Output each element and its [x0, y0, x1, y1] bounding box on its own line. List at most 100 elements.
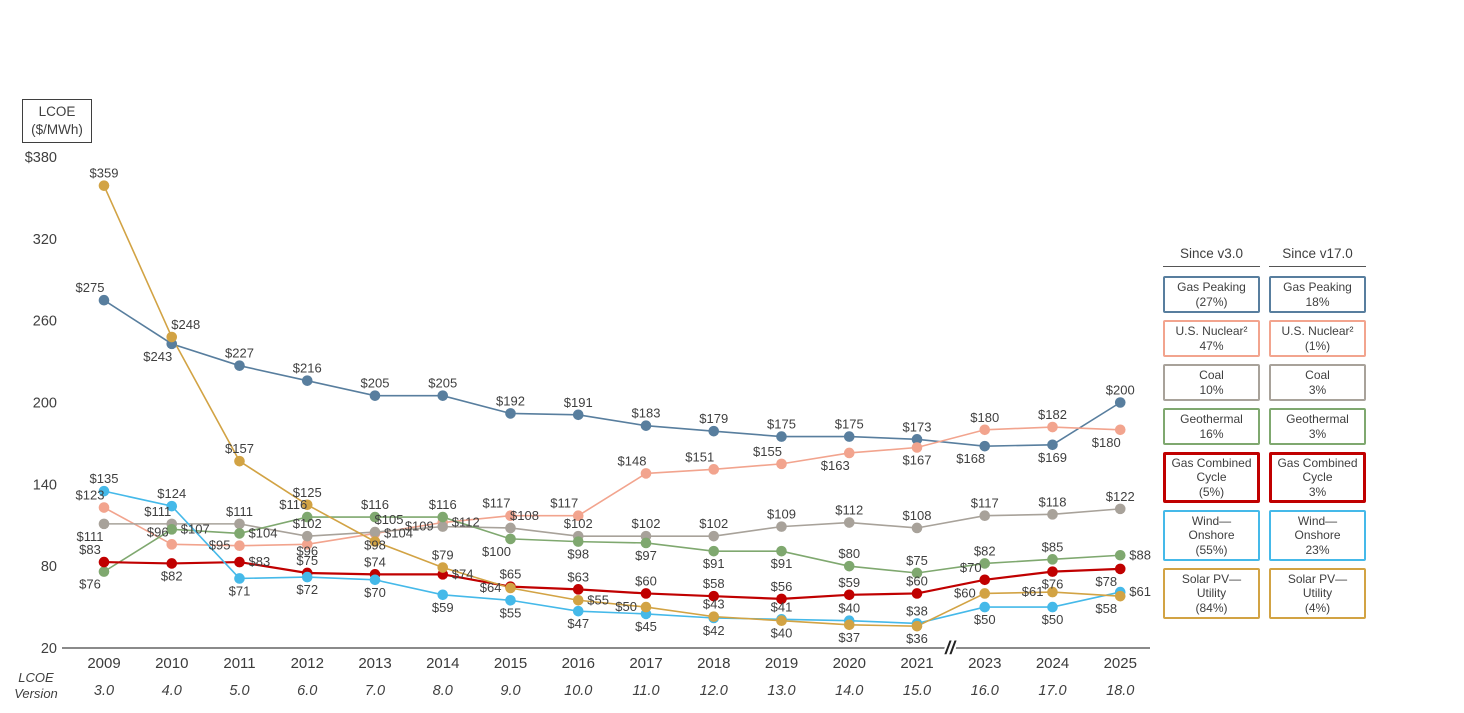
data-point-solar-pv-utility [234, 455, 245, 467]
data-point-gas-combined-cycle [1114, 563, 1126, 575]
data-point-geothermal [505, 533, 516, 545]
x-axis-version: 13.0 [767, 683, 795, 699]
data-label-coal: $102 [632, 516, 661, 531]
legend-item-line: 3% [1308, 382, 1327, 397]
legend-item-solar-pv-utility: Solar PV— Utility (84%) [1163, 568, 1260, 619]
data-point-gas-combined-cycle [98, 556, 110, 568]
data-label-solar-pv-utility: $40 [771, 626, 793, 641]
data-label-coal: $102 [564, 516, 593, 531]
data-point-solar-pv-utility [843, 619, 855, 631]
data-point-coal [708, 530, 720, 542]
data-point-geothermal [1114, 549, 1126, 561]
data-point-solar-pv-utility [708, 611, 720, 622]
data-point-wind-onshore [301, 571, 313, 583]
data-label-solar-pv-utility: $36 [906, 631, 928, 646]
data-label-gas-peaking: $175 [835, 417, 864, 432]
x-axis-year: 2016 [562, 655, 595, 672]
data-point-geothermal [640, 537, 652, 549]
data-point-coal [1114, 503, 1126, 515]
data-label-geothermal: $97 [635, 548, 657, 563]
legend-item-line: 16% [1199, 426, 1224, 441]
x-axis-version: 16.0 [971, 683, 999, 699]
data-point-wind-onshore [98, 485, 110, 497]
legend-item-line: Solar PV— [1181, 571, 1242, 586]
data-label-geothermal: $80 [838, 546, 860, 561]
data-label-coal: $111 [77, 529, 104, 544]
legend-item-line: U.S. Nuclear² [1175, 323, 1248, 338]
data-label-gas-combined-cycle: $83 [79, 542, 101, 557]
data-label-u-s-nuclear: $95 [209, 538, 231, 553]
data-point-wind-onshore [369, 574, 381, 586]
data-label-gas-peaking: $191 [564, 395, 593, 410]
legend-item-line: Cycle [1196, 470, 1227, 485]
legend-item-line: Onshore [1188, 528, 1235, 543]
data-label-gas-peaking: $243 [143, 349, 172, 364]
data-label-u-s-nuclear: $117 [550, 496, 578, 511]
version-row-label-line2: Version [14, 686, 58, 701]
data-label-gas-peaking: $227 [225, 346, 254, 361]
legend-item-line: Geothermal [1286, 411, 1349, 426]
data-label-gas-peaking: $168 [956, 451, 985, 466]
data-label-geothermal: $85 [1042, 539, 1064, 554]
legend-item-gas-peaking: Gas Peaking 18% [1269, 276, 1366, 313]
data-label-solar-pv-utility: $43 [703, 597, 725, 612]
data-label-u-s-nuclear: $163 [821, 458, 850, 473]
legend-item-geothermal: Geothermal 3% [1269, 408, 1366, 445]
x-axis-version: 10.0 [564, 683, 592, 699]
data-label-solar-pv-utility: $61 [1022, 584, 1044, 599]
data-point-u-s-nuclear [843, 447, 855, 459]
data-label-coal: $109 [405, 519, 434, 534]
x-axis-year: 2013 [358, 655, 391, 672]
data-point-gas-peaking [843, 431, 855, 442]
data-label-geothermal: $116 [279, 497, 307, 512]
series-line-geothermal [103, 516, 1121, 574]
data-label-gas-combined-cycle: $82 [161, 568, 183, 583]
data-point-gas-peaking [572, 409, 584, 421]
data-label-u-s-nuclear: $96 [296, 543, 318, 558]
data-label-gas-combined-cycle: $75 [296, 553, 318, 568]
x-axis-version: 12.0 [700, 683, 728, 699]
data-label-wind-onshore: $71 [229, 583, 251, 598]
data-label-solar-pv-utility: $50 [615, 599, 637, 614]
data-point-geothermal [234, 528, 245, 539]
data-point-geothermal [1047, 554, 1058, 565]
series-line-solar-pv-utility [103, 185, 1121, 627]
data-point-gas-peaking [234, 360, 245, 371]
data-label-geothermal: $76 [79, 577, 101, 592]
legend-item-coal: Coal 3% [1269, 364, 1366, 401]
legend-item-gas-combined-cycle: Gas Combined Cycle (5%) [1163, 452, 1260, 503]
data-label-wind-onshore: $38 [906, 603, 928, 618]
data-point-wind-onshore [979, 601, 991, 613]
data-point-gas-peaking [437, 390, 449, 401]
data-label-gas-combined-cycle: $76 [1042, 577, 1064, 592]
data-point-gas-peaking [301, 375, 313, 386]
version-row-label-line1: LCOE [18, 670, 54, 685]
legend-item-line: (55%) [1195, 542, 1228, 557]
data-point-geothermal [979, 558, 991, 569]
data-point-gas-combined-cycle [640, 588, 652, 599]
legend-item-line: 23% [1305, 542, 1330, 557]
series-line-wind-onshore [103, 490, 1121, 625]
data-label-solar-pv-utility: $359 [90, 166, 119, 181]
y-axis-tick: 140 [33, 477, 57, 493]
data-point-gas-peaking [911, 434, 923, 445]
data-label-wind-onshore: $42 [703, 623, 725, 638]
y-axis-tick: 200 [33, 396, 57, 412]
legend-item-line: (5%) [1198, 484, 1225, 499]
legend-item-line: 18% [1305, 294, 1330, 309]
data-label-gas-peaking: $205 [361, 376, 390, 391]
y-axis-title-line2: ($/MWh) [31, 122, 83, 137]
data-label-solar-pv-utility: $60 [954, 585, 976, 600]
data-point-u-s-nuclear [234, 540, 245, 552]
data-label-solar-pv-utility: $125 [293, 485, 322, 500]
data-point-coal [369, 526, 381, 538]
legend-item-line: (84%) [1195, 600, 1228, 615]
legend-item-coal: Coal 10% [1163, 364, 1260, 401]
legend-item-line: Solar PV— [1287, 571, 1348, 586]
data-point-wind-onshore [234, 573, 245, 584]
data-point-solar-pv-utility [776, 615, 787, 627]
data-label-solar-pv-utility: $37 [838, 630, 860, 645]
x-axis-year: 2010 [155, 655, 188, 672]
legend-item-line: Wind— [1191, 513, 1232, 528]
